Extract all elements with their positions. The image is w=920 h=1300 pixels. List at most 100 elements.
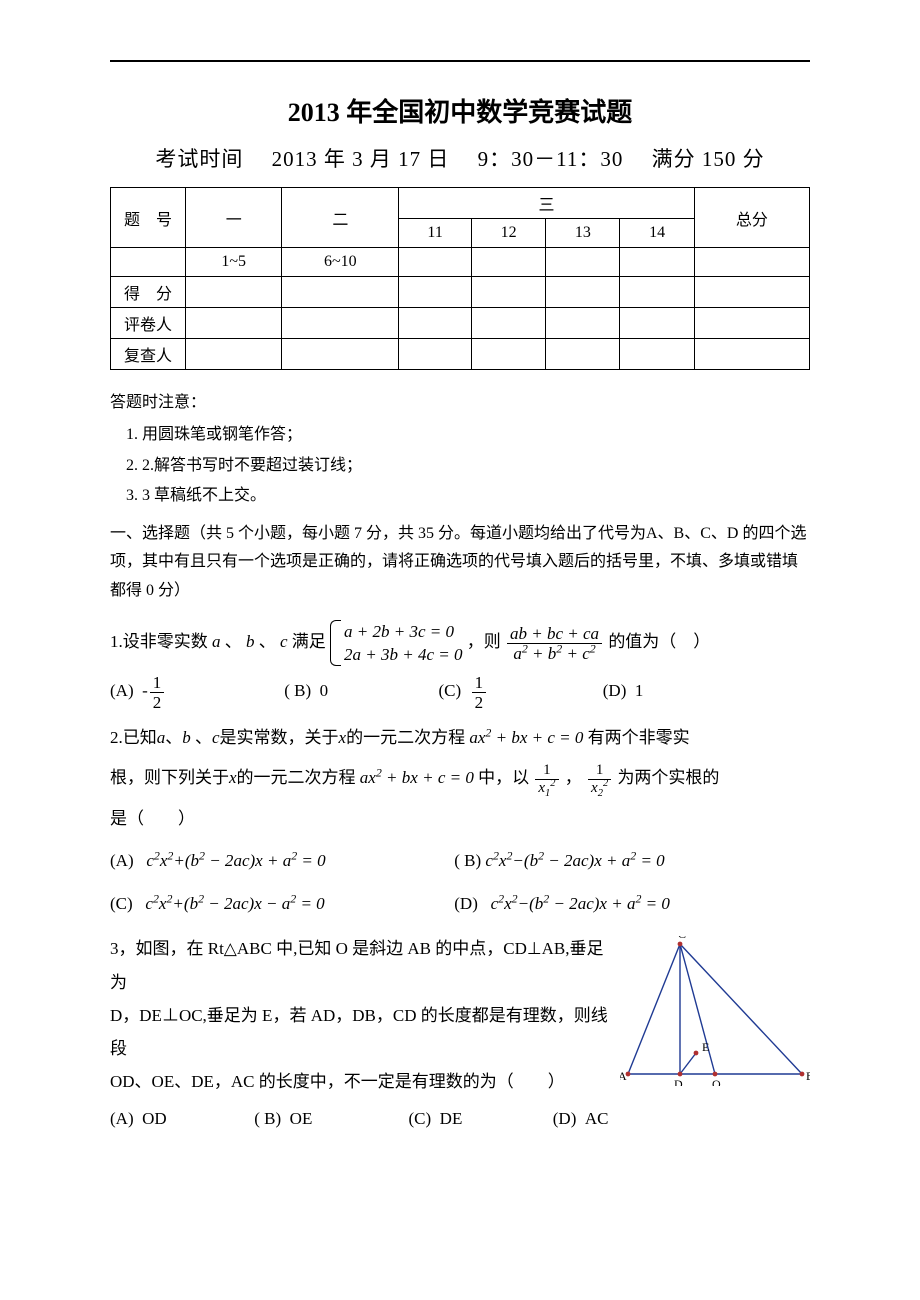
q3-options: (A) OD ( B) OE (C) DE (D) AC: [110, 1100, 614, 1137]
option-d: (D) c2x2−(b2 − 2ac)x + a2 = 0: [454, 885, 670, 922]
option-a: (A) OD: [110, 1100, 250, 1137]
blank-cell: [620, 277, 694, 308]
range-cell: 12: [471, 219, 545, 248]
option-value: AC: [585, 1109, 609, 1128]
subtitle-part: 满分 150 分: [652, 147, 765, 171]
system-row: 2a + 3b + 4c = 0: [344, 643, 462, 666]
blank-cell: [546, 248, 620, 277]
list-item: 2.解答书写时不要超过装订线；: [142, 451, 810, 481]
option-tag: (D): [454, 894, 478, 913]
frac-den: 2: [150, 693, 165, 711]
svg-text:B: B: [806, 1069, 810, 1083]
q2-text: 中，以: [478, 768, 529, 787]
option-tag: (A): [110, 681, 134, 700]
root-fraction: 1 x12: [535, 763, 558, 796]
q2-text: 有两个非零实: [588, 728, 690, 747]
blank-cell: [186, 308, 282, 339]
sep: 、: [259, 632, 276, 651]
q1-options: (A) -12 ( B) 0 (C) 12 (D) 1: [110, 672, 810, 711]
sep: 、: [225, 632, 242, 651]
frac-num: 1: [150, 674, 165, 693]
option-d: (D) AC: [553, 1100, 609, 1137]
blank-cell: [694, 308, 809, 339]
equation-system: a + 2b + 3c = 0 2a + 3b + 4c = 0: [330, 620, 462, 667]
q2-options-row2: (C) c2x2+(b2 − 2ac)x − a2 = 0 (D) c2x2−(…: [110, 885, 810, 922]
blank-cell: [620, 339, 694, 370]
blank-cell: [282, 339, 399, 370]
option-a: (A) -12: [110, 672, 280, 711]
q3-line: D，DE⊥OC,垂足为 E，若 AD，DB，CD 的长度都是有理数，则线段: [110, 999, 614, 1065]
blank-cell: [282, 277, 399, 308]
option-tag: (A): [110, 1109, 134, 1128]
blank-cell: [471, 308, 545, 339]
q1-lead-tail: 满足: [292, 632, 326, 651]
option-a: (A) c2x2+(b2 − 2ac)x + a2 = 0: [110, 842, 450, 879]
var: b: [182, 728, 191, 747]
section1-intro: 一、选择题（共 5 个小题，每小题 7 分，共 35 分。每道小题均给出了代号为…: [110, 520, 810, 606]
top-rule: [110, 60, 810, 62]
table-row: 复查人: [111, 339, 810, 370]
option-tag: (C): [409, 1109, 432, 1128]
frac-num: 1: [472, 674, 487, 693]
option-tag: (D): [553, 1109, 577, 1128]
score-table: 题 号 一 二 三 总分 11 12 13 14 1~5 6~10 得 分: [110, 187, 810, 370]
root-fraction: 1 x22: [588, 763, 611, 796]
blank-cell: [694, 277, 809, 308]
option-tag: ( B): [254, 1109, 281, 1128]
frac-den: x12: [535, 780, 558, 796]
header-cell: 题 号: [111, 188, 186, 248]
range-cell: [111, 248, 186, 277]
blank-cell: [399, 308, 472, 339]
header-cell: 一: [186, 188, 282, 248]
option-expr: c2x2+(b2 − 2ac)x + a2 = 0: [146, 851, 325, 870]
range-cell: 6~10: [282, 248, 399, 277]
option-c: (C) 12: [439, 672, 599, 711]
var-a: a: [212, 632, 221, 651]
q1-tail: 的值为（ ）: [608, 632, 710, 651]
page: 2013 年全国初中数学竞赛试题 考试时间 2013 年 3 月 17 日 9：…: [0, 0, 920, 1300]
q2-text: 是实常数，关于: [220, 728, 339, 747]
var-b: b: [246, 632, 255, 651]
table-row: 得 分: [111, 277, 810, 308]
option-expr: c2x2−(b2 − 2ac)x + a2 = 0: [485, 851, 664, 870]
blank-cell: [694, 248, 809, 277]
blank-cell: [620, 308, 694, 339]
notes-heading: 答题时注意：: [110, 388, 810, 418]
q3-line: OD、OE、DE，AC 的长度中，不一定是有理数的为（ ）: [110, 1065, 614, 1098]
option-d: (D) 1: [603, 672, 644, 709]
blank-cell: [620, 248, 694, 277]
frac-den: x22: [588, 780, 611, 796]
svg-text:D: D: [674, 1077, 683, 1086]
option-tag: (C): [110, 894, 133, 913]
sep: 、: [165, 728, 182, 747]
blank-cell: [546, 339, 620, 370]
q3-text-block: 3，如图，在 Rt△ABC 中,已知 O 是斜边 AB 的中点，CD⊥AB,垂足…: [110, 932, 614, 1137]
q2-text: 2.已知: [110, 728, 157, 747]
table-row: 1~5 6~10: [111, 248, 810, 277]
option-value: OD: [142, 1109, 167, 1128]
table-row: 评卷人: [111, 308, 810, 339]
blank-cell: [471, 277, 545, 308]
triangle-diagram: ABCODE: [620, 936, 810, 1086]
option-b: ( B) c2x2−(b2 − 2ac)x + a2 = 0: [454, 842, 664, 879]
q2-text: 的一元二次方程: [237, 768, 356, 787]
blank-cell: [471, 248, 545, 277]
exam-title: 2013 年全国初中数学竞赛试题: [110, 92, 810, 129]
var: x: [229, 768, 237, 787]
list-item: 用圆珠笔或钢笔作答；: [142, 420, 810, 450]
row-label: 评卷人: [111, 308, 186, 339]
blank-cell: [694, 339, 809, 370]
range-cell: 14: [620, 219, 694, 248]
header-cell: 总分: [694, 188, 809, 248]
question-2-line2: 根，则下列关于x的一元二次方程 ax2 + bx + c = 0 中，以 1 x…: [110, 761, 810, 796]
exam-subtitle: 考试时间 2013 年 3 月 17 日 9：30－11：30 满分 150 分: [110, 143, 810, 173]
q3-line: 3，如图，在 Rt△ABC 中,已知 O 是斜边 AB 的中点，CD⊥AB,垂足…: [110, 932, 614, 998]
row-label: 复查人: [111, 339, 186, 370]
sep: 、: [191, 728, 212, 747]
blank-cell: [399, 339, 472, 370]
option-tag: ( B): [284, 681, 311, 700]
var: c: [212, 728, 220, 747]
header-cell: 二: [282, 188, 399, 248]
option-value: DE: [440, 1109, 463, 1128]
var: a: [157, 728, 166, 747]
